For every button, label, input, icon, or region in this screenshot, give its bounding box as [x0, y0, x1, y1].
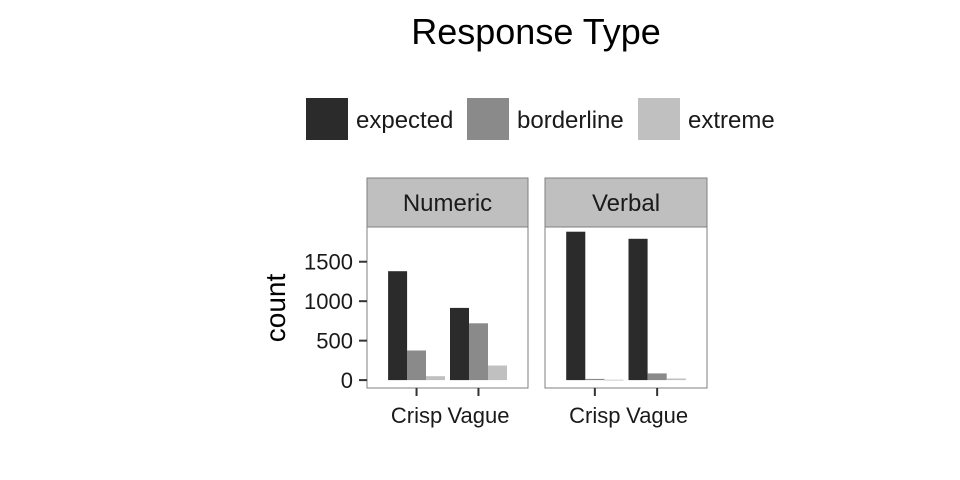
- bar-verbal-vague-extreme: [666, 378, 686, 381]
- bar-numeric-vague-expected: [450, 307, 469, 381]
- legend-key-borderline: [467, 98, 509, 140]
- legend-label-expected: expected: [356, 107, 453, 134]
- bar-numeric-crisp-extreme: [426, 376, 445, 381]
- legend: expected borderline extreme: [306, 98, 775, 140]
- panel-verbal: Verbal Crisp Vague: [544, 177, 708, 428]
- x-tick-label-numeric-crisp: Crisp: [391, 403, 442, 428]
- x-tick-label-numeric-vague: Vague: [447, 403, 509, 428]
- bar-numeric-crisp-expected: [388, 271, 408, 381]
- bar-verbal-crisp-expected: [566, 231, 586, 381]
- y-tick-label-0: 0: [341, 368, 353, 393]
- x-tick-label-verbal-vague: Vague: [626, 403, 688, 428]
- strip-label-numeric: Numeric: [403, 190, 492, 217]
- legend-label-extreme: extreme: [688, 107, 775, 134]
- y-tick-label-1000: 1000: [304, 289, 353, 314]
- bar-verbal-vague-borderline: [647, 373, 667, 381]
- y-axis-title: count: [260, 274, 291, 343]
- y-axis: 0 500 1000 1500: [304, 250, 367, 393]
- bar-verbal-crisp-borderline: [585, 378, 605, 381]
- legend-key-extreme: [638, 98, 680, 140]
- legend-label-borderline: borderline: [517, 107, 624, 134]
- bar-numeric-vague-borderline: [469, 323, 488, 381]
- y-tick-label-500: 500: [316, 329, 353, 354]
- bar-verbal-vague-expected: [628, 238, 648, 381]
- strip-verbal: [544, 177, 708, 228]
- y-tick-label-1500: 1500: [304, 250, 353, 275]
- bar-verbal-crisp-extreme: [604, 379, 624, 381]
- bar-numeric-vague-extreme: [488, 365, 507, 381]
- chart-title: Response Type: [411, 11, 661, 52]
- strip-label-verbal: Verbal: [592, 190, 660, 217]
- strip-numeric: [366, 177, 529, 228]
- bar-numeric-crisp-borderline: [407, 350, 426, 381]
- panel-numeric: Numeric Crisp Vague: [366, 177, 529, 428]
- legend-key-expected: [306, 98, 348, 140]
- x-tick-label-verbal-crisp: Crisp: [569, 403, 620, 428]
